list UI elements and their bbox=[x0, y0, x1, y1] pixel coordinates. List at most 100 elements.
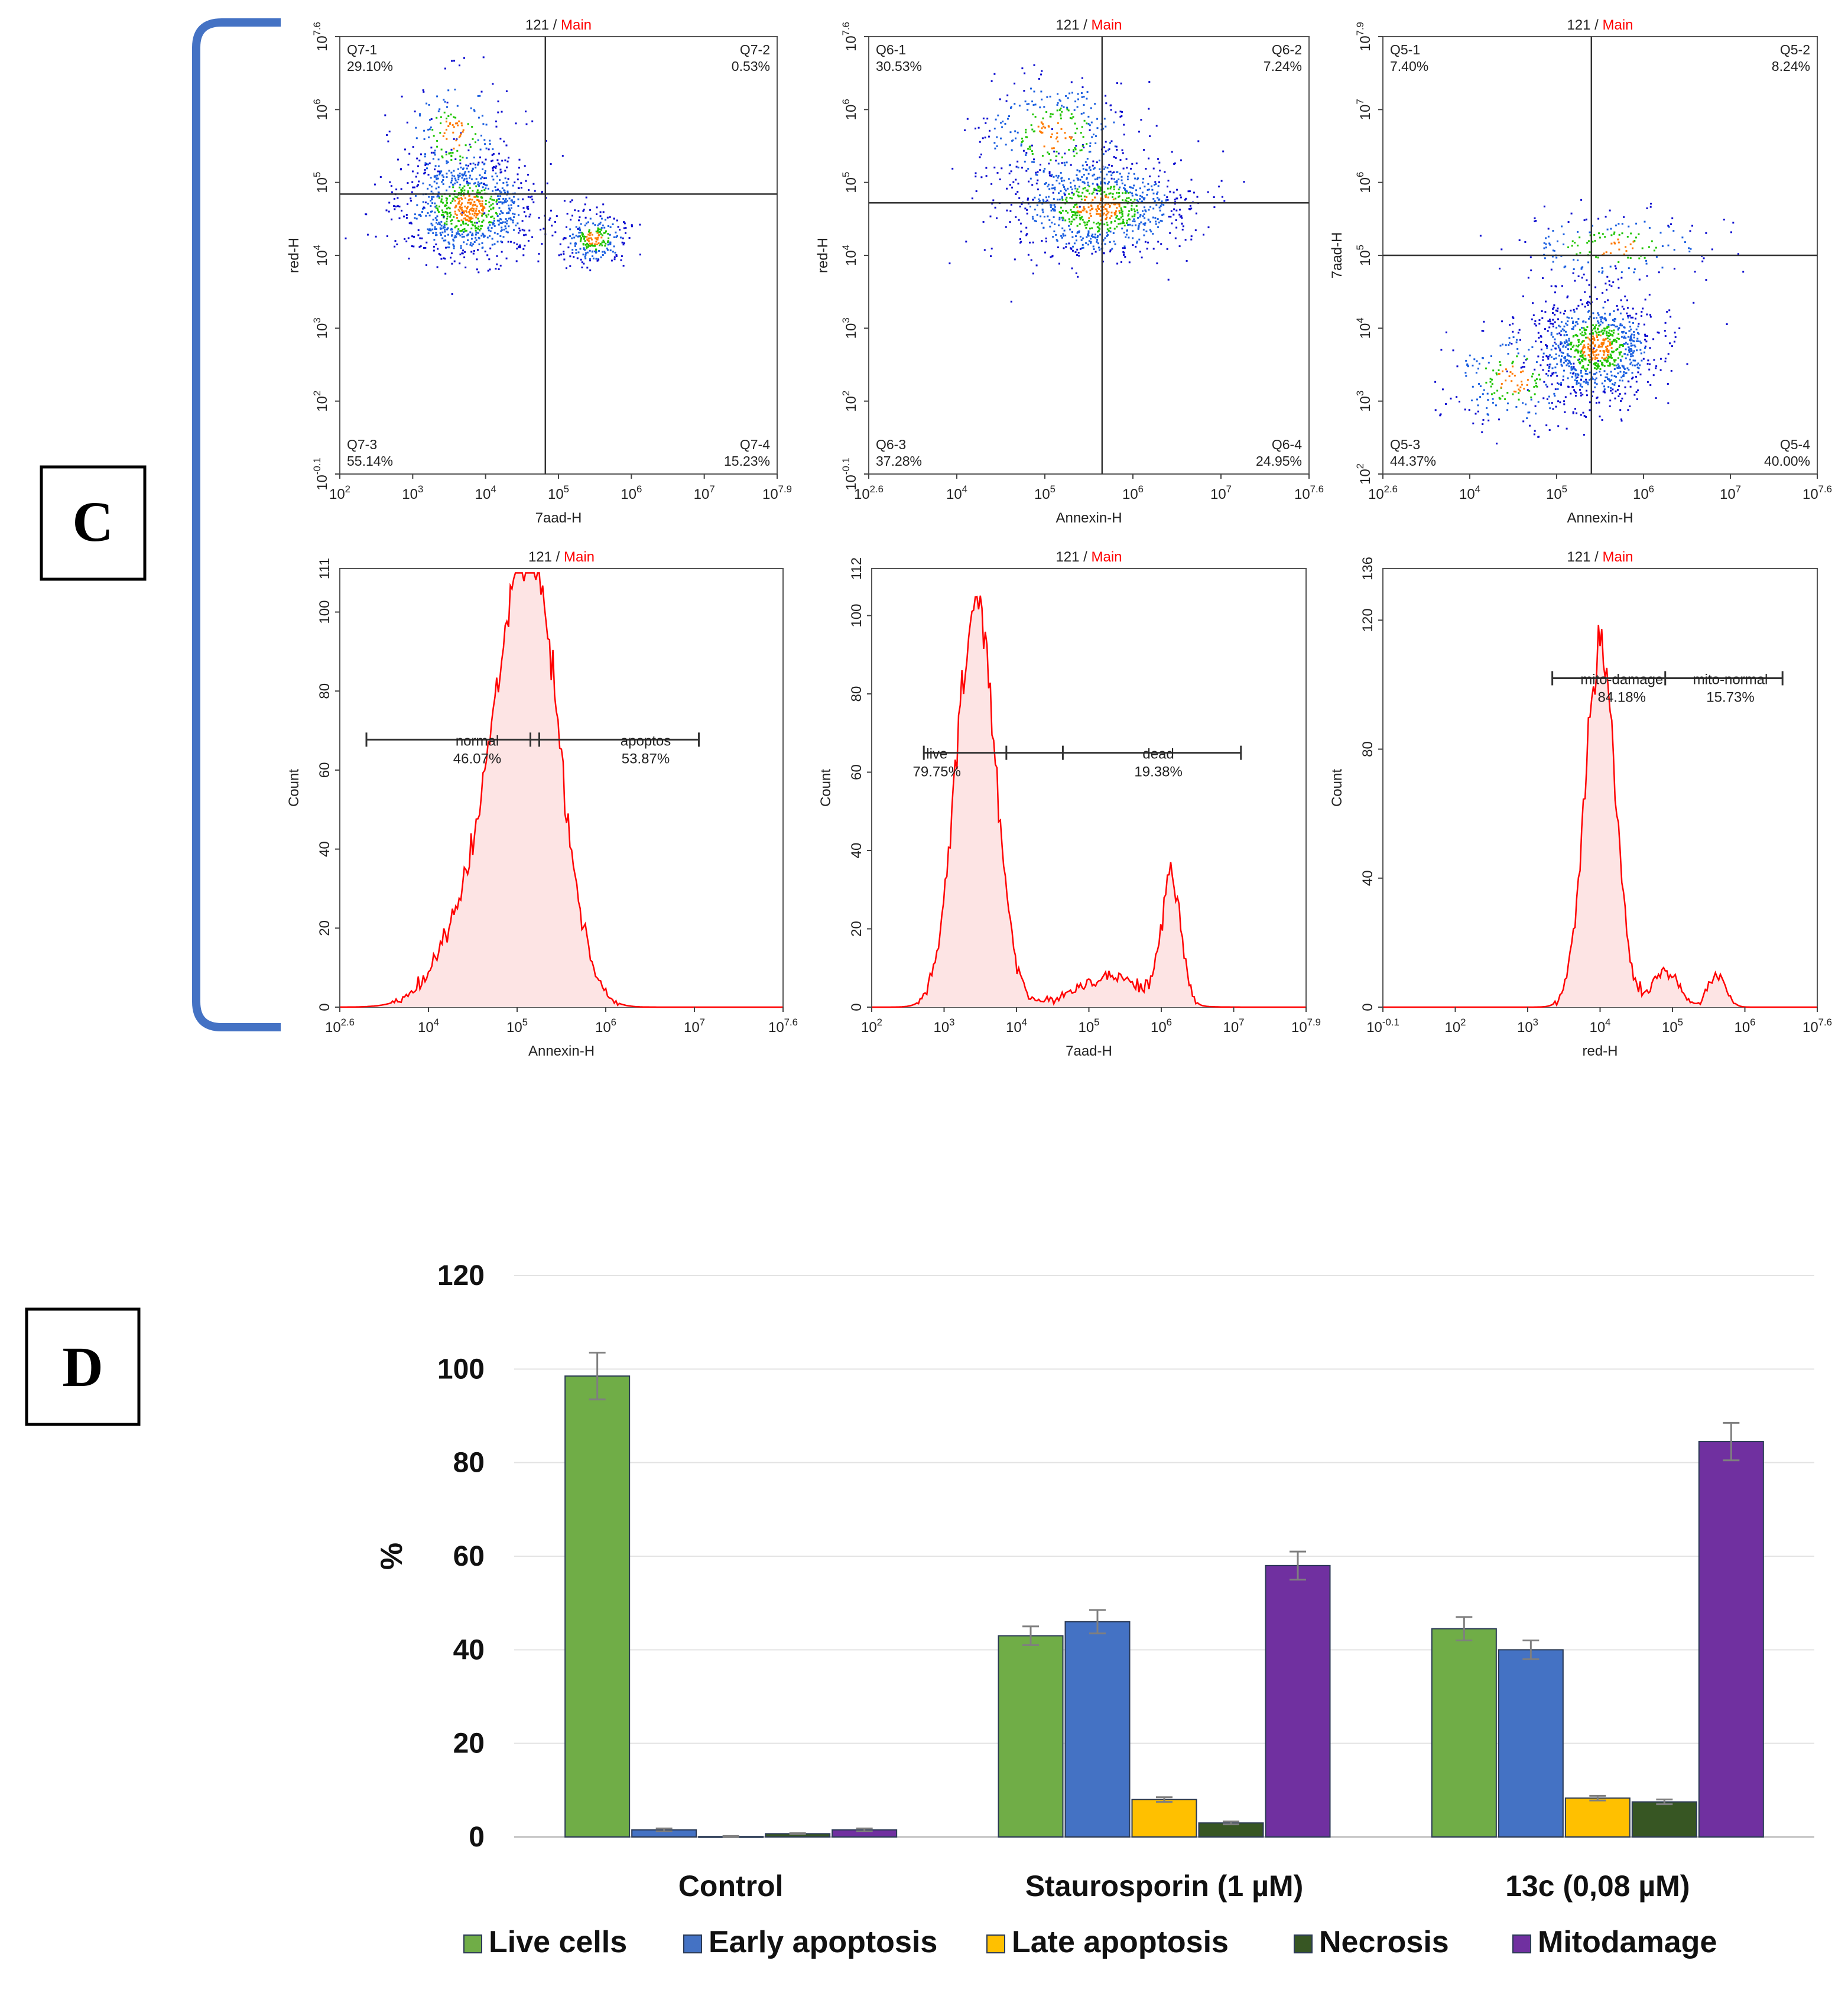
event-dot bbox=[1574, 379, 1576, 381]
quadrant-lr-name: Q7-4 bbox=[740, 437, 770, 452]
event-dot bbox=[541, 192, 543, 194]
event-dot bbox=[496, 255, 498, 257]
event-dot bbox=[1516, 355, 1518, 358]
event-dot bbox=[458, 192, 460, 194]
event-dot bbox=[1042, 171, 1045, 173]
event-dot bbox=[1577, 275, 1580, 277]
event-dot bbox=[1653, 359, 1655, 361]
event-dot bbox=[508, 205, 510, 207]
event-dot bbox=[1182, 225, 1184, 228]
event-dot bbox=[469, 144, 471, 146]
event-dot bbox=[1099, 233, 1101, 236]
event-dot bbox=[443, 111, 446, 113]
event-dot bbox=[1117, 218, 1119, 220]
event-dot bbox=[606, 249, 609, 251]
event-dot bbox=[1542, 359, 1544, 361]
y-tick-label: 40 bbox=[849, 843, 865, 859]
event-dot bbox=[1166, 196, 1168, 199]
event-dot bbox=[1629, 257, 1632, 259]
event-dot bbox=[571, 199, 573, 202]
event-dot bbox=[949, 262, 951, 265]
event-dot bbox=[1602, 306, 1605, 309]
event-dot bbox=[446, 176, 448, 178]
event-dot bbox=[1626, 367, 1629, 369]
event-dot bbox=[1071, 188, 1073, 190]
event-dot bbox=[444, 229, 446, 231]
legend-swatch bbox=[986, 1934, 1005, 1953]
event-dot bbox=[1508, 344, 1510, 346]
event-dot bbox=[1620, 376, 1623, 379]
event-dot bbox=[1154, 217, 1157, 219]
event-dot bbox=[1133, 173, 1135, 175]
event-dot bbox=[586, 238, 589, 241]
event-dot bbox=[1043, 145, 1045, 148]
event-dot bbox=[1620, 400, 1622, 402]
event-dot bbox=[1618, 395, 1620, 397]
event-dot bbox=[1041, 240, 1043, 242]
event-dot bbox=[366, 233, 369, 236]
event-dot bbox=[586, 242, 589, 245]
event-dot bbox=[441, 214, 444, 216]
event-dot bbox=[1594, 356, 1596, 358]
event-dot bbox=[1051, 113, 1054, 115]
event-dot bbox=[1572, 372, 1574, 375]
event-dot bbox=[1154, 181, 1157, 183]
event-dot bbox=[1089, 169, 1092, 171]
event-dot bbox=[984, 137, 986, 139]
event-dot bbox=[1705, 279, 1707, 281]
event-dot bbox=[1044, 183, 1046, 185]
event-dot bbox=[1109, 231, 1112, 233]
event-dot bbox=[1142, 223, 1145, 225]
event-dot bbox=[1109, 170, 1112, 173]
event-dot bbox=[445, 205, 447, 207]
event-dot bbox=[1548, 319, 1551, 321]
event-dot bbox=[446, 212, 448, 214]
plot-title: 121 / Main bbox=[1567, 549, 1633, 565]
event-dot bbox=[1633, 394, 1636, 396]
event-dot bbox=[1601, 329, 1603, 332]
event-dot bbox=[1139, 198, 1141, 200]
gate-pct: 15.73% bbox=[1706, 690, 1754, 706]
event-dot bbox=[600, 233, 602, 235]
event-dot bbox=[1039, 169, 1041, 171]
event-dot bbox=[1589, 333, 1591, 335]
event-dot bbox=[1637, 371, 1639, 374]
event-dot bbox=[518, 228, 521, 229]
event-dot bbox=[1571, 386, 1574, 388]
event-dot bbox=[472, 252, 475, 255]
event-dot bbox=[965, 241, 967, 243]
event-dot bbox=[1076, 232, 1079, 234]
event-dot bbox=[1104, 204, 1106, 206]
event-dot bbox=[979, 156, 981, 158]
event-dot bbox=[1589, 339, 1592, 342]
event-dot bbox=[505, 90, 508, 92]
event-dot bbox=[436, 95, 439, 98]
event-dot bbox=[465, 267, 467, 268]
event-dot bbox=[1073, 139, 1075, 141]
quadrant-ll-name: Q7-3 bbox=[347, 437, 377, 452]
event-dot bbox=[1099, 215, 1102, 217]
event-dot bbox=[1612, 319, 1614, 322]
event-dot bbox=[446, 160, 448, 163]
event-dot bbox=[1605, 283, 1607, 285]
event-dot bbox=[1615, 359, 1617, 361]
event-dot bbox=[467, 233, 470, 235]
event-dot bbox=[389, 181, 391, 183]
event-dot bbox=[483, 183, 485, 185]
event-dot bbox=[1671, 217, 1674, 219]
event-dot bbox=[453, 190, 456, 192]
event-dot bbox=[1097, 230, 1100, 232]
event-dot bbox=[437, 194, 439, 197]
event-dot bbox=[1050, 175, 1053, 177]
event-dot bbox=[1018, 105, 1021, 107]
event-dot bbox=[1500, 387, 1502, 389]
event-dot bbox=[466, 157, 468, 159]
event-dot bbox=[1136, 242, 1138, 244]
event-dot bbox=[1573, 362, 1575, 365]
event-dot bbox=[532, 183, 535, 185]
event-dot bbox=[404, 238, 406, 240]
event-dot bbox=[1092, 160, 1094, 163]
event-dot bbox=[1597, 363, 1599, 365]
event-dot bbox=[586, 251, 589, 254]
